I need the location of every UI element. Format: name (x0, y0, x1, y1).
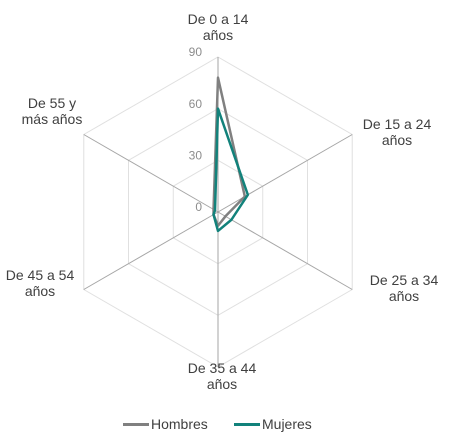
tick-label: 60 (189, 97, 203, 111)
legend-label: Mujeres (262, 416, 312, 432)
series-line (212, 107, 250, 233)
spoke (217, 211, 353, 290)
legend-item: Hombres (123, 416, 208, 432)
category-label: De 35 a 44 años (187, 360, 257, 392)
spoke (217, 134, 353, 213)
tick-label: 30 (189, 149, 203, 163)
series-line (212, 76, 247, 228)
spoke (83, 134, 219, 213)
category-label: De 45 a 54 años (5, 267, 75, 299)
tick-label: 90 (189, 45, 203, 59)
category-label: De 25 a 34 años (369, 272, 439, 304)
tick-label: 0 (195, 200, 202, 214)
legend-item: Mujeres (234, 416, 312, 432)
legend-swatch (234, 422, 260, 426)
spoke (83, 211, 219, 290)
category-label: De 15 a 24 años (362, 116, 432, 148)
category-label: De 0 a 14 años (187, 11, 249, 43)
legend-swatch (123, 422, 149, 426)
category-label: De 55 y más años (21, 95, 83, 127)
legend-label: Hombres (151, 416, 208, 432)
